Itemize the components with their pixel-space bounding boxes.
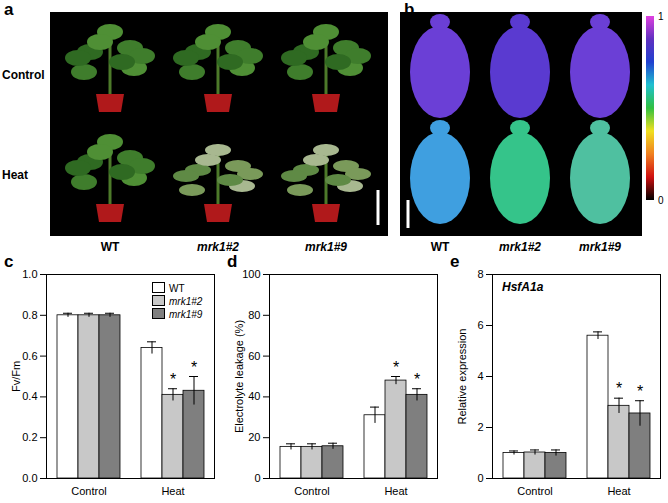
svg-text:0: 0 (477, 472, 483, 484)
svg-text:0.6: 0.6 (22, 350, 37, 362)
html-text:HsfA1a: HsfA1a (502, 280, 544, 294)
html-text:Heat: Heat (2, 168, 28, 182)
svg-text:0: 0 (658, 195, 664, 206)
html-text:mrk1#2: mrk1#2 (499, 240, 541, 254)
html-text:a: a (4, 0, 14, 19)
svg-text:*: * (393, 359, 399, 376)
svg-text:20: 20 (248, 431, 260, 443)
html-text:b: b (404, 0, 415, 19)
svg-text:*: * (191, 359, 197, 376)
html-text:mrk1#9: mrk1#9 (579, 240, 621, 254)
svg-text:Control: Control (294, 485, 329, 497)
svg-text:*: * (637, 383, 643, 400)
svg-text:Fv/Fm: Fv/Fm (10, 361, 22, 392)
html-text:mrk1#9: mrk1#9 (305, 240, 347, 254)
svg-text:Heat: Heat (161, 485, 184, 497)
svg-text:Relative expression: Relative expression (456, 329, 468, 425)
html-text:WT: WT (169, 283, 185, 294)
svg-text:0.8: 0.8 (22, 309, 37, 321)
svg-text:4: 4 (477, 370, 483, 382)
svg-text:*: * (414, 371, 420, 388)
html-text:mrk1#2: mrk1#2 (169, 296, 203, 307)
svg-text:40: 40 (248, 390, 260, 402)
svg-text:Control: Control (71, 485, 106, 497)
svg-text:1: 1 (658, 11, 664, 22)
svg-text:Heat: Heat (607, 485, 630, 497)
html-text:Control: Control (2, 68, 45, 82)
svg-text:*: * (170, 371, 176, 388)
svg-text:6: 6 (477, 319, 483, 331)
svg-text:0.0: 0.0 (22, 472, 37, 484)
svg-text:0.4: 0.4 (22, 390, 37, 402)
svg-text:60: 60 (248, 350, 260, 362)
svg-text:Electrolyte leakage (%): Electrolyte leakage (%) (233, 320, 245, 433)
svg-text:2: 2 (477, 421, 483, 433)
html-text:mrk1#2: mrk1#2 (197, 240, 239, 254)
svg-text:Control: Control (517, 485, 552, 497)
html-text:WT: WT (430, 240, 450, 254)
svg-text:Heat: Heat (384, 485, 407, 497)
html-text:WT: WT (100, 240, 120, 254)
html-text:c: c (4, 252, 14, 271)
svg-text:8: 8 (477, 268, 483, 280)
html-text:d: d (227, 252, 238, 271)
html-text:mrk1#9: mrk1#9 (169, 309, 203, 320)
svg-text:1.0: 1.0 (22, 268, 37, 280)
svg-text:0.2: 0.2 (22, 431, 37, 443)
svg-text:80: 80 (248, 309, 260, 321)
svg-text:0: 0 (254, 472, 260, 484)
svg-text:*: * (616, 380, 622, 397)
svg-text:100: 100 (242, 268, 260, 280)
html-text:e: e (450, 252, 460, 271)
